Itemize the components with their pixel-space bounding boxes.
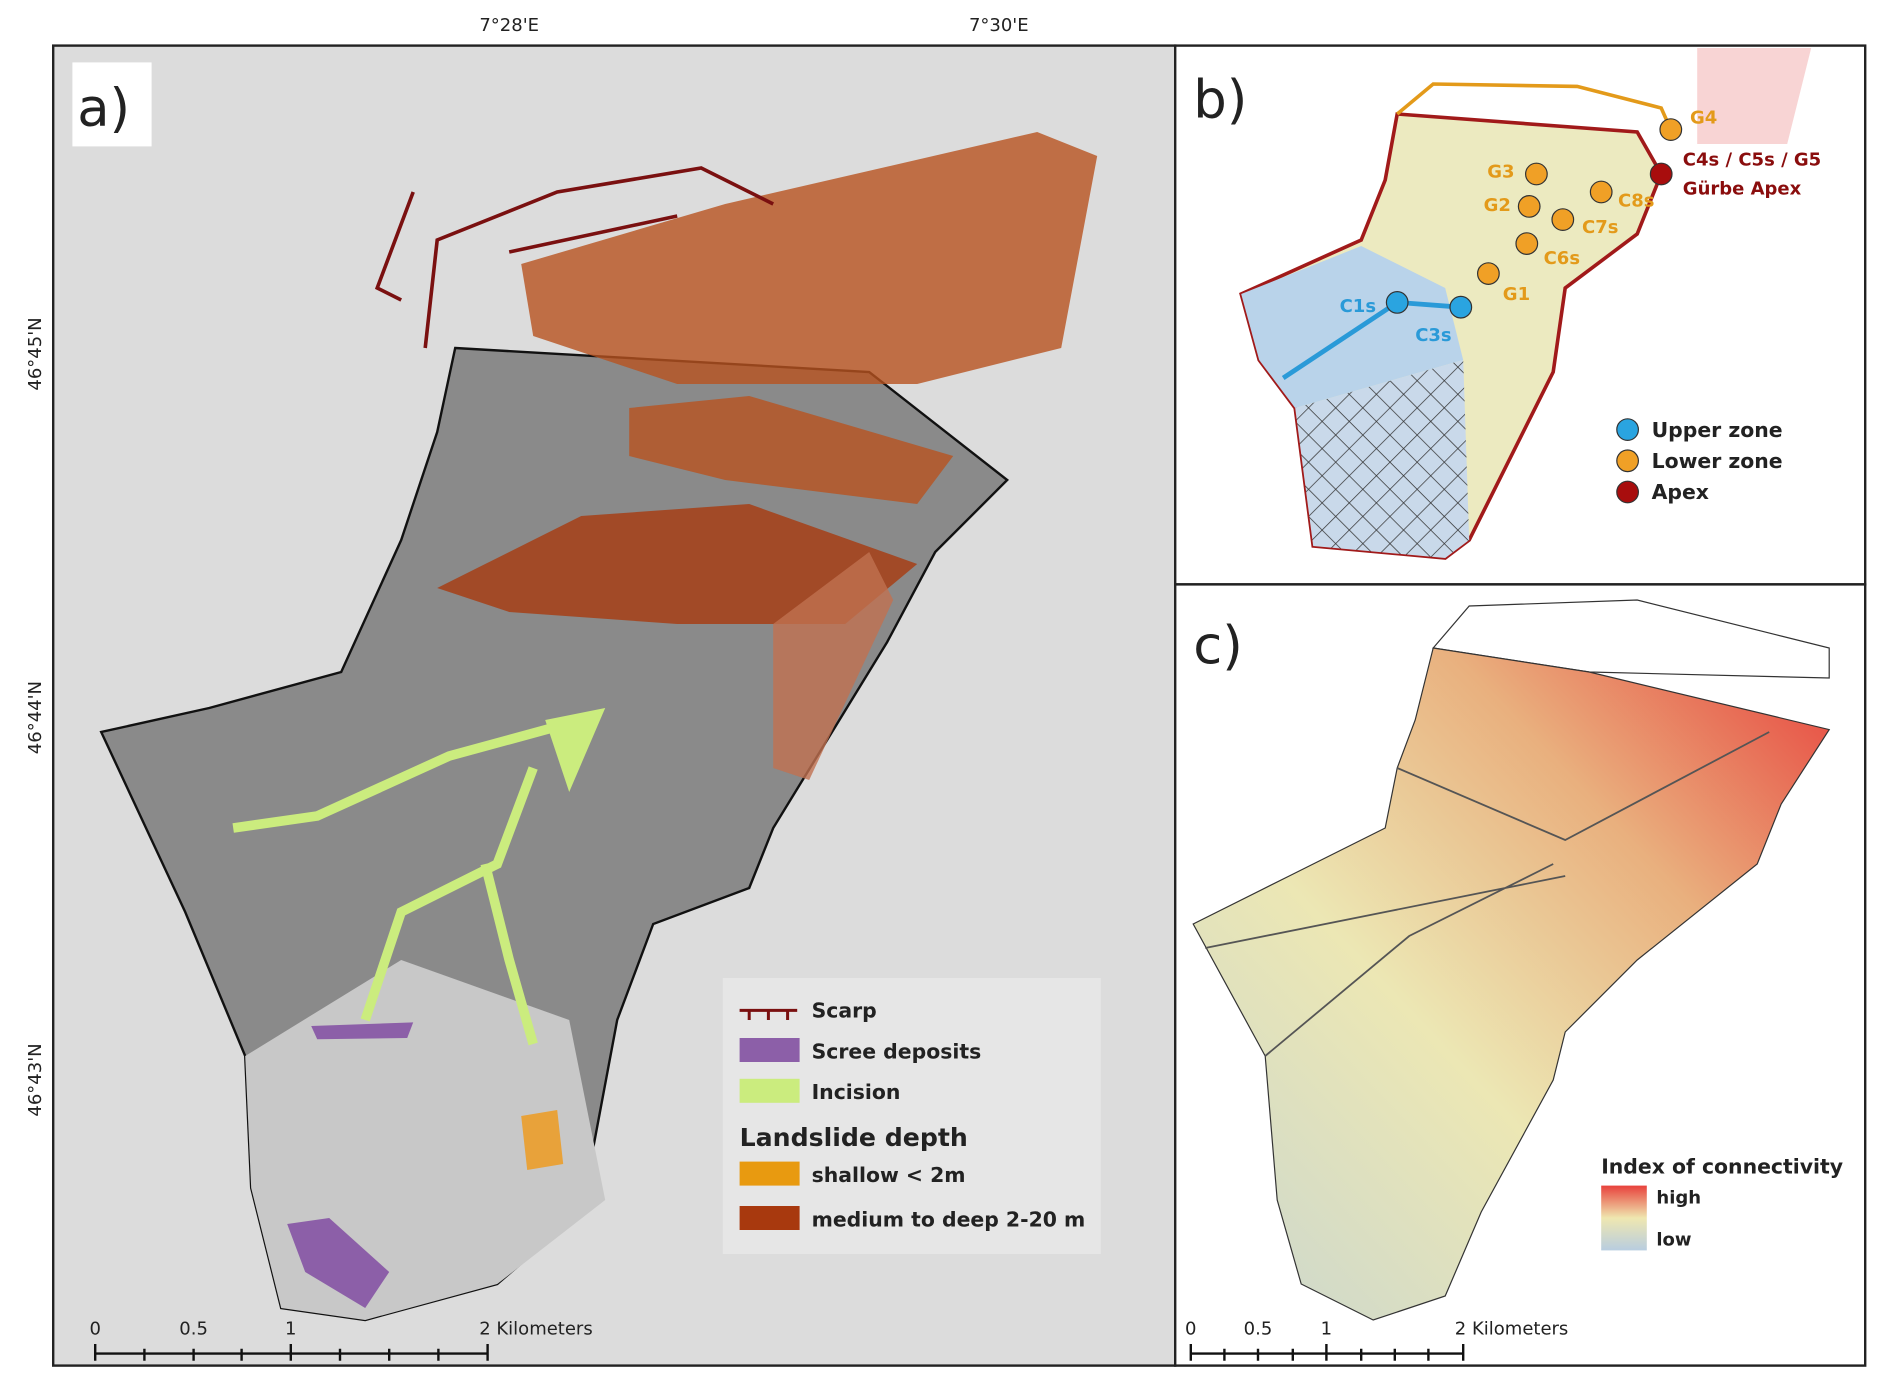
legend-title: Index of connectivity (1601, 1155, 1843, 1179)
station (1649, 162, 1673, 186)
scale-label: 1 (285, 1318, 296, 1339)
legend-text: medium to deep 2-20 m (812, 1207, 1086, 1231)
scale-label: 0 (89, 1318, 100, 1339)
lon-label: 7°28'E (479, 15, 539, 36)
station-label: C8s (1618, 190, 1654, 211)
station (1477, 262, 1500, 285)
legend-ramp (1601, 1185, 1647, 1251)
legend-swatch (1616, 418, 1639, 441)
station-label: Gürbe Apex (1683, 178, 1802, 199)
legend-text: low (1656, 1230, 1691, 1251)
scree (287, 1218, 390, 1308)
station-label: G3 (1487, 162, 1514, 183)
station-label: C7s (1582, 217, 1618, 238)
legend-swatch (739, 1038, 800, 1062)
station-label: G2 (1484, 195, 1511, 216)
station (1551, 208, 1575, 231)
station (1525, 162, 1548, 186)
landslide (437, 504, 918, 624)
legend-text: Scree deposits (812, 1039, 982, 1063)
landslide (629, 396, 954, 504)
shallow-landslide (521, 1110, 564, 1170)
panel-c: Index of connectivity high low 0 0.5 1 2… (1174, 583, 1867, 1367)
hatched-area (1295, 360, 1470, 558)
connectivity-map (1192, 647, 1831, 1321)
station-label: G1 (1503, 284, 1530, 305)
lon-label: 7°30'E (969, 15, 1029, 36)
legend-swatch (739, 1206, 800, 1230)
scale-label: 0.5 (1244, 1318, 1273, 1339)
landslide (773, 552, 894, 780)
station-label: C4s / C5s / G5 (1683, 150, 1821, 171)
scale-bar (94, 1344, 489, 1361)
panel-label: b) (1193, 70, 1247, 131)
legend-text: Lower zone (1652, 449, 1783, 473)
stations (1385, 118, 1683, 319)
apex-area (1697, 48, 1812, 144)
legend-swatch (739, 1078, 800, 1103)
legend-swatch (1616, 480, 1639, 504)
scale-label: 2 Kilometers (479, 1318, 593, 1339)
panel-a: a) 7°28'E 7°30'E 46°45'N 46°44'N 46°43'N… (25, 15, 1177, 1367)
subcatchment-line (1205, 731, 1770, 1057)
scree (311, 1022, 414, 1040)
scale-bar (1189, 1344, 1465, 1361)
subcatchment-line (1396, 82, 1673, 131)
panel-label: c) (1193, 616, 1243, 677)
station (1449, 295, 1473, 319)
legend-text: high (1656, 1188, 1701, 1209)
station (1385, 291, 1409, 314)
legend-title: Landslide depth (740, 1123, 968, 1152)
label-box (72, 62, 152, 147)
station-labels: G4 C4s / C5s / G5 Gürbe Apex G3 C8s G2 C… (1340, 108, 1822, 346)
scale-label: 0.5 (179, 1318, 208, 1339)
incision (232, 715, 583, 1046)
lat-label: 46°43'N (25, 1043, 46, 1116)
scale-label: 2 Kilometers (1455, 1318, 1569, 1339)
station-label: C1s (1340, 296, 1376, 317)
station (1589, 180, 1613, 204)
legend-text: Scarp (812, 999, 877, 1023)
legend-text: Apex (1652, 480, 1709, 504)
lat-label: 46°44'N (25, 681, 46, 754)
station-label: C3s (1415, 325, 1451, 346)
station (1515, 232, 1539, 255)
lat-label: 46°45'N (25, 317, 46, 390)
landslide (521, 132, 1098, 384)
legend-text: shallow < 2m (812, 1163, 966, 1187)
station-label: C6s (1544, 248, 1580, 269)
station (1517, 195, 1541, 218)
scale-label: 0 (1185, 1318, 1196, 1339)
station-label: G4 (1690, 108, 1717, 129)
legend-swatch (1616, 449, 1639, 473)
station (1659, 118, 1683, 141)
legend-swatch (739, 1161, 800, 1186)
legend-text: Upper zone (1652, 418, 1783, 442)
legend-swatch (739, 1008, 798, 1020)
panel-b: G4 C4s / C5s / G5 Gürbe Apex G3 C8s G2 C… (1174, 44, 1867, 586)
legend-text: Incision (812, 1080, 901, 1104)
incision (545, 708, 606, 792)
scarp (374, 166, 775, 349)
scale-label: 1 (1321, 1318, 1332, 1339)
panel-label: a) (77, 78, 130, 139)
